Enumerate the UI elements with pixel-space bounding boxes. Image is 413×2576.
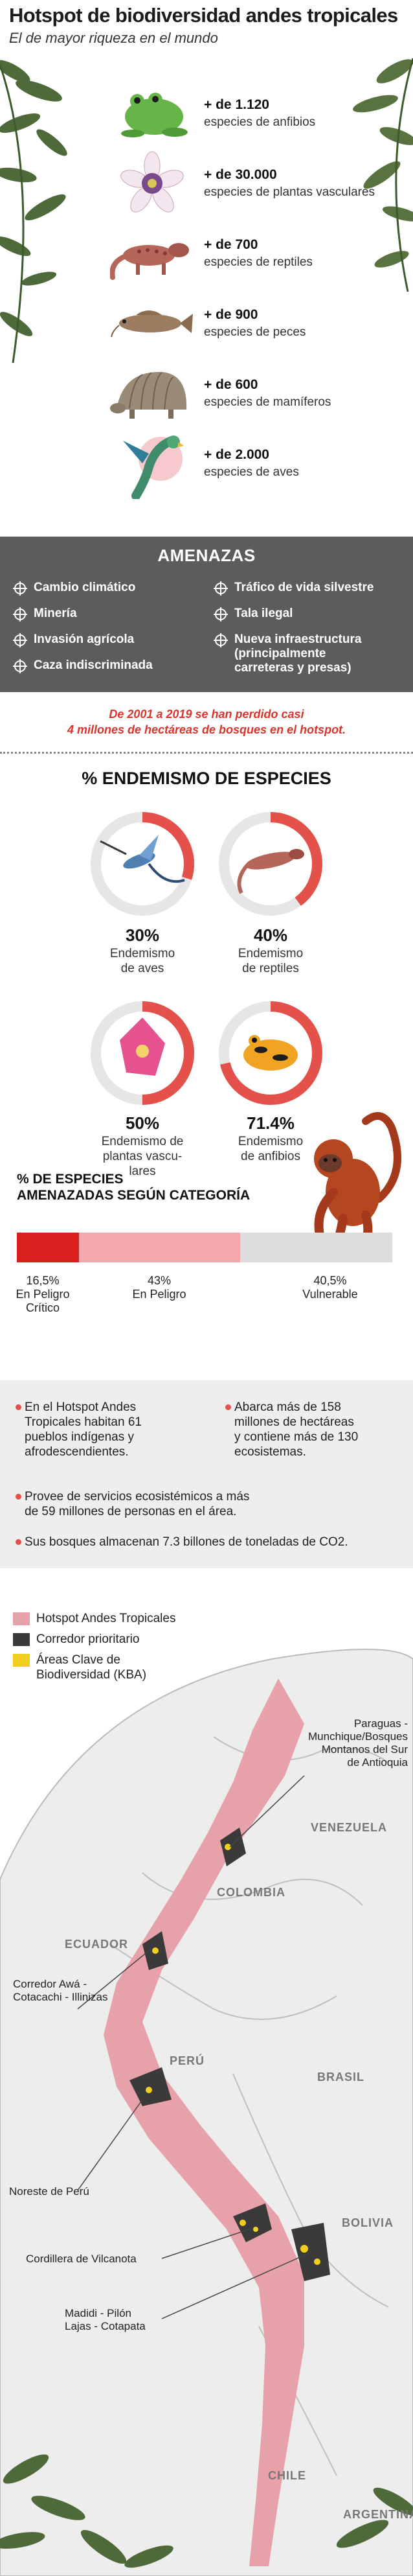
- endemism-label: Endemismo de aves: [109, 947, 175, 975]
- map-label-noreste-peru: Noreste de Perú: [9, 2185, 89, 2198]
- forest-loss-note: De 2001 a 2019 se han perdido casi 4 mil…: [67, 708, 346, 736]
- species-label: especies de peces: [204, 325, 306, 339]
- category-segment-1: [78, 1233, 241, 1262]
- category-segment-0: [17, 1233, 79, 1262]
- endemism-title: % ENDEMISMO DE ESPECIES: [82, 769, 331, 788]
- lizard-icon: [237, 849, 304, 894]
- legend-label: Hotspot Andes Tropicales: [36, 1612, 176, 1625]
- endemism-pct: 40%: [253, 925, 288, 945]
- legend-label: Corredor prioritario: [36, 1632, 140, 1646]
- fact-item: En el Hotspot Andes Tropicales habitan 61…: [16, 1400, 199, 1459]
- endemism-donut-birds: [91, 812, 194, 916]
- legend-swatch-kba: [13, 1654, 30, 1667]
- map-label-paraguas: Paraguas - Munchique/Bosques Montanos del …: [307, 1717, 408, 1769]
- crosshair-icon: [214, 607, 228, 621]
- category-segment-2: [240, 1233, 392, 1262]
- species-row-reptiles: + de 700 especies de reptiles: [110, 218, 313, 289]
- lizard-icon: [110, 243, 189, 280]
- country-ecuador: ECUADOR: [65, 1938, 129, 1951]
- map-label-awa: Corredor Awá - Cotacachi - Illinizas: [13, 1978, 108, 2003]
- country-colombia: COLOMBIA: [217, 1886, 285, 1899]
- page-title: Hotspot de biodiversidad andes tropicale…: [9, 4, 398, 27]
- species-count: + de 2.000: [204, 447, 269, 462]
- crosshair-icon: [214, 581, 228, 596]
- endemism-label: Endemismo de anfibios: [238, 1135, 304, 1163]
- species-label: especies de reptiles: [204, 255, 313, 269]
- section-divider: [0, 752, 413, 754]
- legend-swatch-hotspot: [13, 1612, 30, 1625]
- species-row-plants: + de 30.000 especies de plantas vascular…: [110, 148, 375, 219]
- endemism-pct: 50%: [125, 1113, 160, 1133]
- endemism-donut-plants: [91, 1001, 194, 1105]
- fish-icon: [111, 310, 193, 338]
- facts-panel: En el Hotspot Andes Tropicales habitan 61…: [0, 1380, 413, 1568]
- flower-icon: [120, 151, 184, 213]
- crosshair-icon: [13, 633, 27, 647]
- species-row-mammals: + de 600 especies de mamíferos: [110, 358, 331, 429]
- species-row-amphibians: + de 1.120 especies de anfibios: [110, 78, 315, 149]
- species-count: + de 900: [204, 307, 258, 322]
- frog-icon: [243, 1035, 298, 1071]
- crosshair-icon: [13, 659, 27, 673]
- species-label: especies de anfibios: [204, 115, 316, 129]
- foliage-left-icon: [0, 60, 67, 364]
- species-label: especies de mamíferos: [204, 395, 331, 409]
- threats-panel: AMENAZAS Cambio climático Minería Invasi…: [0, 537, 413, 692]
- species-row-birds: + de 2.000 especies de aves: [110, 428, 304, 499]
- frog-icon: [121, 93, 188, 137]
- map-label-vilcanota: Cordillera de Vilcanota: [26, 2253, 137, 2265]
- endemism-arc: [91, 812, 194, 916]
- armadillo-icon: [110, 371, 187, 419]
- crosshair-icon: [13, 581, 27, 596]
- species-count: + de 600: [204, 377, 258, 392]
- map-label-madidi: Madidi - Pilón Lajas - Cotapata: [65, 2307, 146, 2332]
- parrot-icon: [123, 435, 184, 499]
- crosshair-icon: [214, 633, 228, 647]
- flower-icon: [120, 1017, 165, 1076]
- species-label: especies de plantas vasculares: [204, 185, 375, 199]
- endemism-arc: [91, 1001, 194, 1105]
- endemism-label: Endemismo de plantas vascu-lares: [101, 1135, 184, 1178]
- legend-label: Áreas Clave de Biodiversidad (KBA): [36, 1653, 147, 1682]
- endemism-pct: 71.4%: [247, 1113, 295, 1133]
- endemism-arc: [219, 812, 322, 916]
- species-count: + de 30.000: [204, 167, 277, 182]
- endemism-donut-amphibians: [219, 1001, 322, 1105]
- country-argentina: ARGENTINA: [343, 2508, 413, 2521]
- threat-item-detail: carreteras y presas): [234, 661, 352, 675]
- endemism-arc: [219, 1001, 322, 1105]
- endemism-donut-reptiles: [219, 812, 322, 916]
- legend-swatch-corridor: [13, 1633, 30, 1646]
- endemism-label: Endemismo de reptiles: [238, 947, 304, 975]
- fact-item: Sus bosques almacenan 7.3 billones de to…: [16, 1535, 400, 1549]
- species-row-fish: + de 900 especies de peces: [110, 288, 306, 359]
- country-brasil: BRASIL: [317, 2071, 364, 2083]
- country-bolivia: BOLIVIA: [342, 2216, 394, 2229]
- category-label: 16,5% En Peligro Crítico: [16, 1274, 70, 1314]
- category-label: 40,5% Vulnerable: [302, 1274, 358, 1301]
- threat-item-detail: (principalmente: [234, 647, 326, 660]
- fact-item: Abarca más de 158 millones de hectáreas y …: [225, 1400, 403, 1459]
- species-count: + de 1.120: [204, 97, 269, 112]
- country-chile: CHILE: [268, 2469, 306, 2482]
- foliage-right-icon: [353, 58, 413, 292]
- threats-title: AMENAZAS: [157, 546, 256, 565]
- crosshair-icon: [13, 607, 27, 621]
- hotspot-map: [0, 1581, 413, 2576]
- country-venezuela: VENEZUELA: [311, 1821, 388, 1834]
- country-peru: PERÚ: [170, 2054, 205, 2067]
- page-subtitle: El de mayor riqueza en el mundo: [9, 30, 218, 46]
- category-label: 43% En Peligro: [132, 1274, 186, 1301]
- species-label: especies de aves: [204, 465, 299, 479]
- fact-item: Provee de servicios ecosistémicos a más d…: [16, 1489, 387, 1519]
- species-count: + de 700: [204, 237, 258, 252]
- hummingbird-icon: [100, 835, 185, 883]
- endemism-pct: 30%: [125, 925, 160, 945]
- categories-title: % DE ESPECIES AMENAZADAS SEGÚN CATEGORÍA: [17, 1172, 251, 1203]
